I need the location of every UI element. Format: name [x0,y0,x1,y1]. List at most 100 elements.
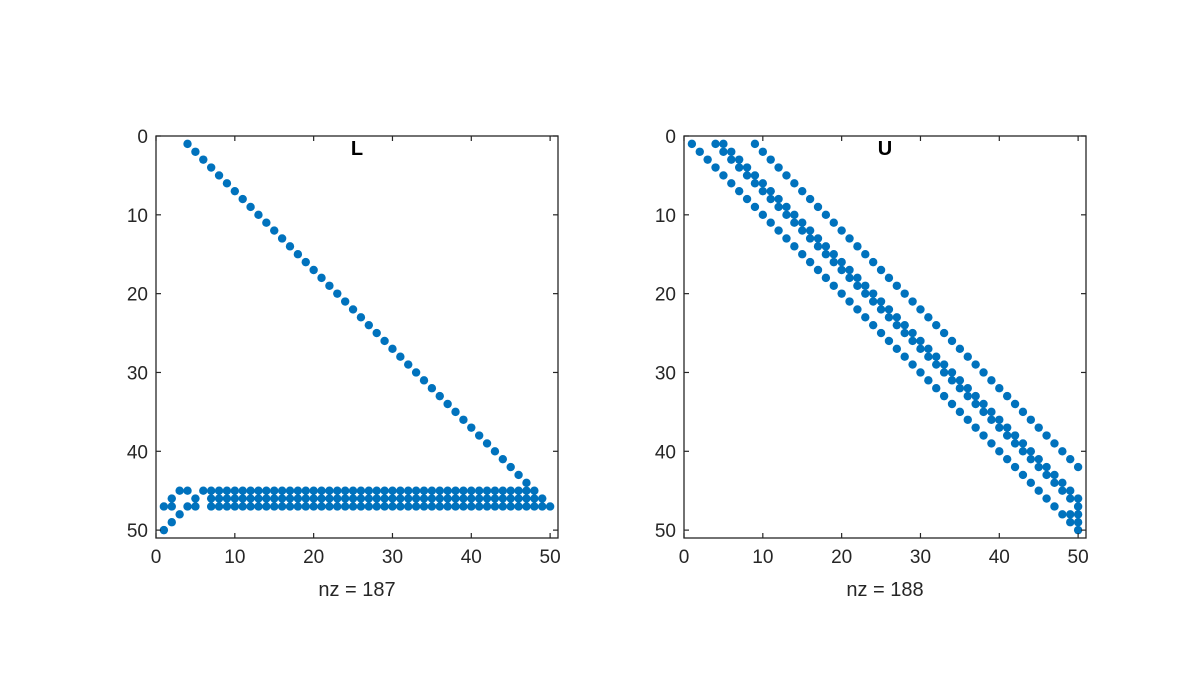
nonzero-marker [183,139,192,149]
nonzero-marker [380,336,389,346]
nonzero-marker [396,486,405,495]
nonzero-marker [821,273,831,283]
nonzero-marker [246,502,255,511]
nonzero-marker [813,242,823,251]
nonzero-marker [372,494,381,503]
nonzero-marker [530,486,539,495]
nonzero-marker [845,234,854,243]
nonzero-marker [995,415,1004,424]
nonzero-marker [1042,431,1051,440]
nonzero-marker [884,336,894,346]
nonzero-marker [1018,439,1028,448]
nonzero-marker [868,297,878,306]
nonzero-marker [459,486,468,495]
nonzero-marker [742,163,752,172]
nonzero-marker [238,194,247,204]
nonzero-marker [774,226,783,235]
nonzero-marker [388,502,397,511]
nonzero-marker [782,202,791,212]
nonzero-marker [348,486,358,495]
nonzero-marker [199,486,208,495]
axes-box-U [683,135,1087,539]
nonzero-marker [758,210,768,220]
nonzero-marker [900,352,909,361]
nonzero-marker [222,179,232,188]
nonzero-marker [309,486,318,495]
nonzero-marker [222,502,232,511]
nonzero-marker [987,415,996,424]
nonzero-marker [238,486,247,495]
nonzero-marker [774,194,783,204]
nonzero-marker [293,502,303,511]
nonzero-marker [955,344,965,354]
nonzero-marker [435,502,444,511]
nonzero-marker [782,210,791,220]
nonzero-marker [396,494,405,503]
nonzero-marker [277,486,287,495]
nonzero-marker [159,525,169,535]
nonzero-marker [1018,447,1028,456]
nonzero-marker [798,218,807,227]
nonzero-marker [435,494,444,503]
nonzero-marker [963,352,972,361]
nonzero-marker [979,407,988,417]
nonzero-marker [325,486,334,495]
x-tick-label: 40 [989,547,1010,568]
nonzero-marker [317,502,326,511]
nonzero-marker [1026,478,1036,488]
nonzero-marker [884,305,894,314]
nonzero-marker [1066,494,1075,503]
sparsity-markers-L [159,139,555,535]
nonzero-marker [734,155,744,164]
nonzero-marker [498,494,508,503]
nonzero-marker [482,502,492,511]
nonzero-marker [333,494,342,503]
sparsity-markers-U [687,139,1083,535]
nonzero-marker [916,336,925,346]
nonzero-marker [1026,454,1036,464]
nonzero-marker [333,486,342,495]
nonzero-marker [734,186,744,196]
nonzero-marker [727,155,736,164]
nonzero-marker [932,352,941,361]
nonzero-marker [821,210,831,220]
nonzero-marker [301,486,310,495]
nonzero-marker [1050,478,1059,488]
nonzero-marker [766,218,775,227]
nonzero-marker [451,502,460,511]
nonzero-marker [317,273,326,283]
nonzero-marker [813,234,823,243]
nonzero-marker [356,313,366,322]
nonzero-marker [1066,518,1075,527]
nonzero-marker [222,494,232,503]
nonzero-marker [1034,462,1043,472]
nonzero-marker [1026,447,1036,456]
nonzero-marker [1066,454,1075,464]
nonzero-marker [459,502,468,511]
xlabel-L: nz = 187 [318,579,395,601]
nonzero-marker [467,423,476,432]
plot-title-U: U [878,138,892,160]
nonzero-marker [301,257,310,267]
nonzero-marker [262,502,271,511]
nonzero-marker [474,431,484,440]
nonzero-marker [798,186,807,196]
nonzero-marker [742,171,752,180]
nonzero-marker [1034,486,1043,495]
nonzero-marker [790,210,799,220]
nonzero-marker [270,226,279,235]
nonzero-marker [490,447,500,456]
nonzero-marker [955,384,965,393]
nonzero-marker [971,423,980,432]
nonzero-marker [908,297,917,306]
nonzero-marker [924,313,933,322]
nonzero-marker [404,494,413,503]
nonzero-marker [892,281,902,290]
nonzero-marker [947,399,957,409]
nonzero-marker [372,486,381,495]
nonzero-marker [1073,525,1083,535]
